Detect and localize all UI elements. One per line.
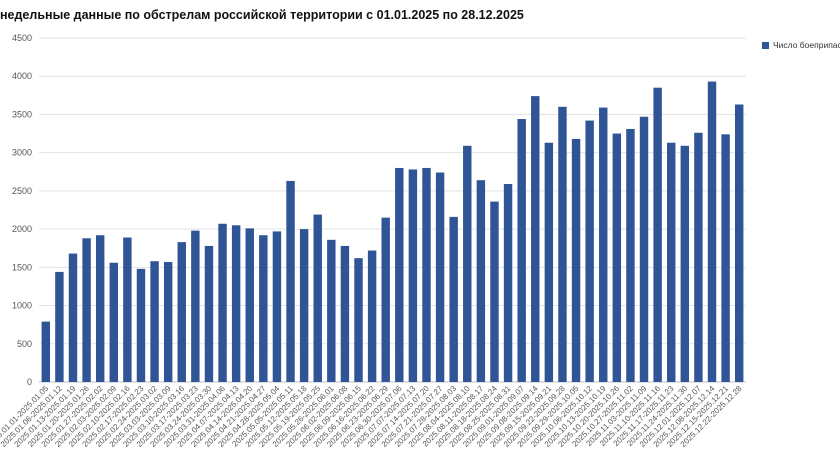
bar xyxy=(435,172,445,382)
y-tick-label: 1000 xyxy=(12,301,32,311)
bar xyxy=(299,229,309,382)
bar xyxy=(503,184,513,382)
y-tick-label: 4500 xyxy=(12,33,32,43)
legend-swatch xyxy=(762,41,769,49)
legend-label: Число боеприпасов xyxy=(773,40,840,50)
bar xyxy=(109,262,118,382)
bar xyxy=(367,250,377,382)
bar xyxy=(476,180,486,382)
x-axis-ticks: 2025.01.01-2025.01.052025.01.06-2025.01.… xyxy=(0,384,744,449)
bar xyxy=(599,107,608,382)
y-tick-label: 2000 xyxy=(12,224,32,234)
bar xyxy=(694,132,703,382)
bar xyxy=(531,96,540,382)
bar xyxy=(95,235,105,382)
bar xyxy=(571,138,581,382)
bar xyxy=(667,142,676,382)
bar xyxy=(68,253,78,382)
bar xyxy=(639,116,649,383)
bar xyxy=(544,142,554,382)
bar xyxy=(408,169,418,382)
bars xyxy=(41,81,744,383)
bar xyxy=(585,120,594,382)
y-tick-label: 500 xyxy=(17,339,32,349)
y-axis-ticks: 0 500 1000 1500 2000 2500 3000 3500 4000 4500 xyxy=(12,33,32,387)
y-tick-label: 0 xyxy=(27,377,32,387)
bar xyxy=(163,261,173,382)
chart-title: недельные данные по обстрелам российской… xyxy=(0,8,524,22)
legend: Число боеприпасов xyxy=(762,40,840,50)
bar xyxy=(354,258,363,382)
bar xyxy=(327,239,336,382)
bar xyxy=(558,106,567,383)
bar xyxy=(612,133,622,382)
bar xyxy=(517,119,526,382)
bar xyxy=(721,134,730,382)
y-tick-label: 1500 xyxy=(12,262,32,272)
bar xyxy=(395,167,404,382)
y-tick-label: 3500 xyxy=(12,109,32,119)
bar xyxy=(381,217,390,382)
bar xyxy=(245,228,254,382)
bar xyxy=(55,271,64,382)
bar xyxy=(177,242,186,382)
bar xyxy=(463,145,472,382)
bar xyxy=(191,230,200,382)
bar xyxy=(626,128,635,382)
bar xyxy=(449,216,458,382)
bar xyxy=(490,201,499,382)
bar xyxy=(218,223,227,382)
bar xyxy=(123,237,132,382)
bar xyxy=(680,145,690,382)
bar xyxy=(653,87,662,382)
bar xyxy=(272,231,282,382)
y-tick-label: 2500 xyxy=(12,186,32,196)
bar xyxy=(734,104,744,382)
bar xyxy=(136,268,146,382)
bar xyxy=(204,245,214,382)
bar xyxy=(82,238,91,382)
bar xyxy=(231,225,241,382)
bar xyxy=(259,235,268,382)
bar xyxy=(340,245,350,382)
bar xyxy=(41,321,51,382)
bar xyxy=(422,167,431,382)
y-tick-label: 3000 xyxy=(12,148,32,158)
bar xyxy=(286,180,295,382)
bar xyxy=(313,214,322,382)
y-tick-label: 4000 xyxy=(12,71,32,81)
bar xyxy=(707,81,717,382)
bar xyxy=(150,261,159,382)
